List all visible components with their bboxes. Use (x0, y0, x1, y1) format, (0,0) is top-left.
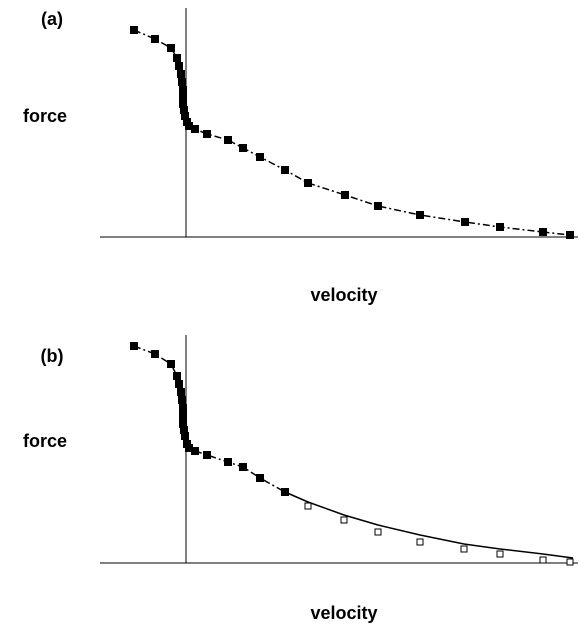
marker-filled (203, 451, 211, 459)
marker-filled (179, 94, 187, 102)
marker-filled (185, 444, 193, 452)
marker-filled (177, 388, 185, 396)
marker-filled (130, 342, 138, 350)
marker-filled (175, 62, 183, 70)
x-axis-label: velocity (310, 603, 377, 623)
y-axis-label: force (23, 106, 67, 126)
marker-filled (416, 211, 424, 219)
marker-filled (151, 350, 159, 358)
marker-filled (179, 86, 187, 94)
marker-filled (179, 100, 187, 108)
marker-filled (304, 179, 312, 187)
panel-label: (b) (41, 346, 64, 366)
marker-filled (191, 447, 199, 455)
y-axis-label: force (23, 431, 67, 451)
marker-filled (496, 223, 504, 231)
marker-filled (177, 70, 185, 78)
marker-filled (173, 372, 181, 380)
marker-filled (175, 380, 183, 388)
marker-filled (341, 191, 349, 199)
marker-filled (224, 458, 232, 466)
marker-open (340, 516, 348, 524)
series-line (133, 29, 571, 236)
marker-filled (239, 463, 247, 471)
marker-filled (224, 136, 232, 144)
marker-filled (179, 404, 187, 412)
marker-filled (256, 474, 264, 482)
marker-open (374, 528, 382, 536)
marker-filled (173, 54, 181, 62)
marker-filled (256, 153, 264, 161)
series-line (133, 345, 286, 493)
marker-filled (461, 218, 469, 226)
marker-filled (281, 166, 289, 174)
marker-filled (167, 360, 175, 368)
marker-filled (539, 228, 547, 236)
marker-filled (178, 78, 186, 86)
marker-filled (179, 420, 187, 428)
marker-filled (566, 231, 574, 239)
marker-open (496, 550, 504, 558)
marker-filled (178, 396, 186, 404)
series-line (284, 491, 574, 559)
marker-open (416, 538, 424, 546)
marker-filled (151, 35, 159, 43)
marker-open (566, 558, 574, 566)
marker-filled (181, 112, 189, 120)
marker-open (460, 545, 468, 553)
marker-open (304, 502, 312, 510)
marker-filled (191, 125, 199, 133)
panel-label: (a) (41, 9, 63, 29)
marker-filled (239, 144, 247, 152)
marker-filled (180, 106, 188, 114)
marker-filled (203, 130, 211, 138)
marker-open (539, 556, 547, 564)
marker-filled (185, 122, 193, 130)
marker-filled (180, 426, 188, 434)
x-axis-label: velocity (310, 285, 377, 305)
marker-filled (179, 412, 187, 420)
marker-filled (374, 202, 382, 210)
marker-filled (130, 26, 138, 34)
marker-filled (181, 432, 189, 440)
marker-filled (167, 44, 175, 52)
